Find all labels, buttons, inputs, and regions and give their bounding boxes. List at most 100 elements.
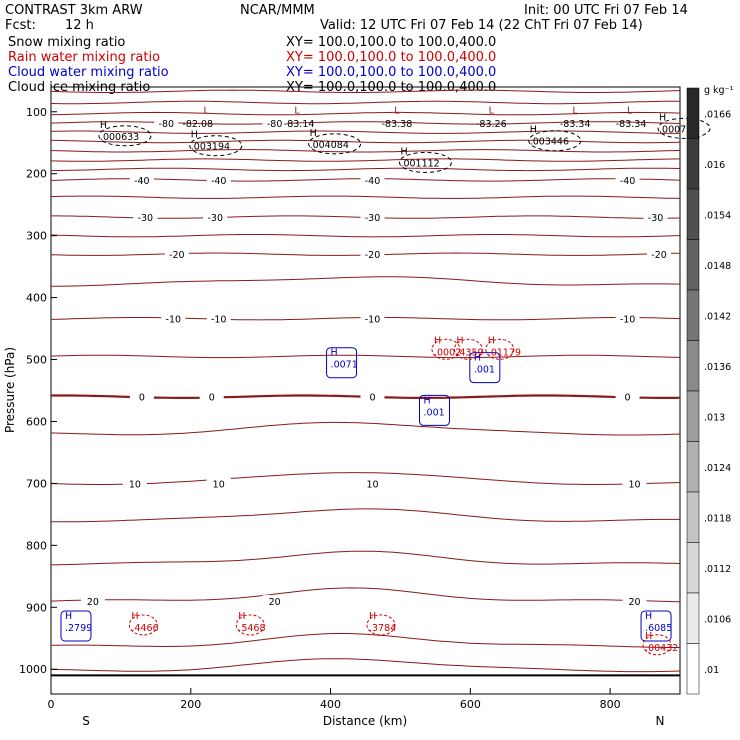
cloud-water-contour [326,347,358,379]
axes: 0 200 400 600 800100200300400500600700800900… [19,106,621,711]
plot-frame [50,86,681,695]
x-end-label-left: S [82,714,90,728]
colorbar-cell [686,592,700,644]
temperature-label: -40 [365,176,381,187]
colorbar-tick-label: .016 [704,160,725,171]
temperature-isoline [50,234,681,238]
header-valid: Valid: 12 UTC Fri 07 Feb 14 (22 ChT Fri … [320,18,643,33]
ice-max-marker: H [530,125,537,136]
rain-max-value: .4466 [131,623,158,634]
temperature-isoline [50,89,681,93]
temperature-label: -40 [620,176,636,187]
temperature-isoline [51,276,681,287]
x-tick-label: 600 [460,698,481,711]
temperature-label: -30 [207,213,223,224]
isoline-label-gap [360,173,385,186]
x-axis-label: Distance (km) [323,714,407,728]
isoline-label-gap [262,116,287,129]
rain-max-value: .5468 [238,623,265,634]
y-tick-label: 800 [26,539,47,552]
isoline-label-gap [615,173,640,186]
rain-max-value: .01179 [488,347,521,358]
colorbar-cell [686,239,700,291]
temperature-label: -10 [211,315,227,326]
ice-max-marker: H [191,130,198,141]
temperature-min-value: -83.14 [284,119,315,130]
rain-max-value: .00432 [645,643,678,654]
temperature-isoline [50,550,681,566]
temperature-label: -40 [134,176,150,187]
colorbar-cell [686,542,700,594]
temperature-label: 0 [209,393,215,404]
rain-contour [485,338,515,360]
temperature-isoline [50,633,680,648]
isoline-label-gap [206,312,231,325]
temperature-isoline [50,587,681,603]
temperature-isoline [50,472,681,485]
isoline-label-gap [129,173,154,186]
cloud-water-contour [60,610,92,642]
temperature-min-value: -82.08 [182,119,213,130]
cloud-water-contour [419,394,451,426]
cloud-water-max-value: .6085 [645,623,672,634]
colorbar-cell [686,491,700,543]
ice-max-marker: H [659,112,666,123]
ice-max-marker: H [400,146,407,157]
rain-max-marker: H [238,611,245,622]
temperature-label: 10 [629,479,641,490]
isoline-label-gap [622,477,647,490]
header-model: CONTRAST 3km ARW [5,3,143,18]
ice-max-value: .001112 [400,158,439,169]
rain-max-marker: H [488,335,495,346]
colorbar-tick-label: .0148 [704,261,731,272]
colorbar-cell [686,340,700,392]
field-cloudwater-xy: XY= 100.0,100.0 to 100.0,400.0 [286,65,496,80]
isoline-label-gap [622,595,647,608]
rain-contour [453,338,483,360]
x-tick-label: 400 [320,698,341,711]
isoline-label-gap [161,312,186,325]
temperature-label: 0 [369,393,375,404]
rain-contours [128,338,672,656]
temperature-isoline [50,111,681,116]
cloud-ice-contour [98,125,152,147]
temperature-label: -80 [159,119,175,130]
field-rain-xy: XY= 100.0,100.0 to 100.0,400.0 [286,50,496,65]
rain-contour [235,614,265,636]
temperature-label: -30 [138,213,154,224]
temperature-isoline [50,130,680,134]
temperature-label: 0 [625,393,631,404]
colorbar: .0166 .016 .0154 .0148 .0142 .0136 .013 .0124 .0… [686,87,731,695]
y-tick-label: 300 [26,230,47,243]
colorbar-tick-label: .0118 [704,513,731,524]
isoline-label-gap [360,477,385,490]
cloud-ice-contour [657,117,711,139]
isoline-label-gap [129,390,154,403]
temperature-label: -20 [365,250,381,261]
cloud-water-max-value: .001 [474,365,495,376]
rain-contour [128,614,158,636]
x-end-label-right: N [656,714,665,728]
colorbar-tick-label: .0124 [704,463,731,474]
colorbar-tick-label: .01 [704,665,719,676]
rain-max-marker: H [434,335,441,346]
temperature-label: 10 [366,479,378,490]
header-init: Init: 00 UTC Fri 07 Feb 14 [524,3,688,18]
cloud-water-contours [60,347,672,642]
colorbar-tick-label: .0166 [704,109,731,120]
temperature-isoline [51,139,681,144]
y-tick-label: 200 [26,168,47,181]
temperature-isoline [50,167,681,172]
temperature-label: -10 [620,315,636,326]
colorbar-cell [686,87,700,139]
isoline-label-gap [647,248,672,261]
cloud-ice-contours [98,117,711,173]
y-tick-label: 1000 [19,663,47,676]
cloud-ice-contour [398,151,452,173]
temperature-label: -20 [651,250,667,261]
isoline-label-gap [154,116,179,129]
rain-contour [642,634,672,656]
field-rain-name: Rain water mixing ratio [8,50,160,65]
low-marker: L [294,106,300,117]
